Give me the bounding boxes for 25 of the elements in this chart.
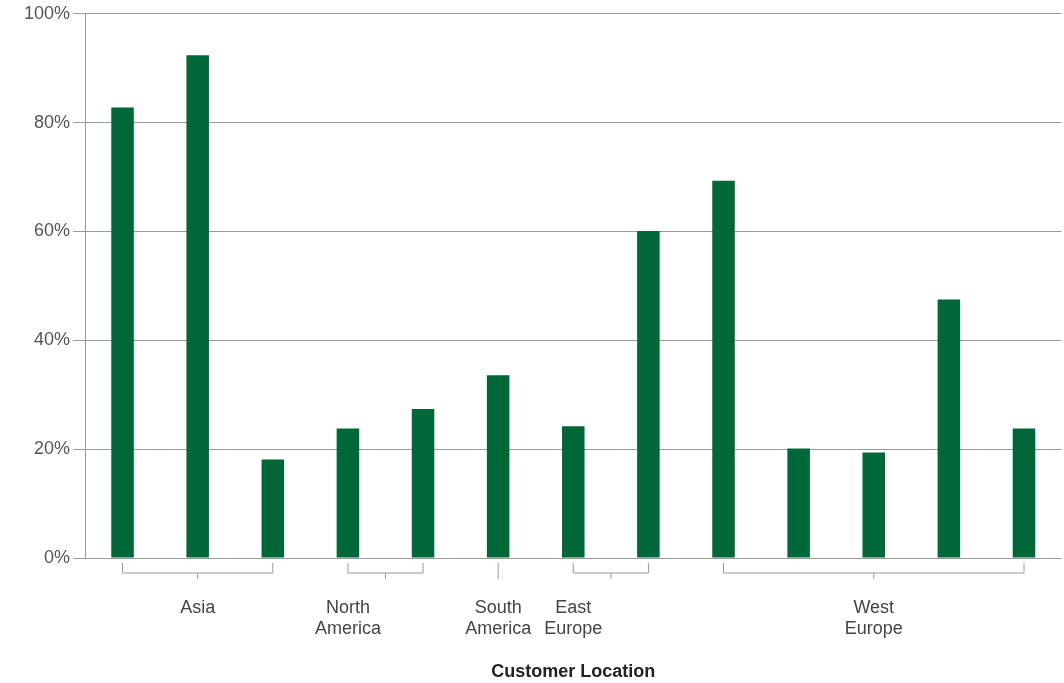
bar [862, 452, 886, 558]
y-tick-label: 100% [23, 2, 70, 23]
bar [411, 408, 435, 558]
bar [1012, 428, 1036, 558]
bar [787, 448, 810, 558]
x-tick-label: West Europe [844, 597, 903, 639]
x-tick-label: Asia [180, 597, 217, 618]
y-tick-label: 80% [33, 111, 70, 132]
x-axis-title: Customer Location [491, 661, 656, 682]
bar [562, 426, 585, 558]
bar [336, 428, 360, 558]
x-tick-label: North America [314, 597, 382, 639]
bar [186, 55, 209, 558]
x-tick-label: East Europe [544, 597, 603, 639]
bar [937, 299, 961, 558]
x-tick-label: South America [465, 597, 533, 639]
bar [111, 107, 134, 558]
y-tick-label: 0% [43, 546, 70, 567]
y-tick-label: 60% [33, 220, 70, 241]
bar [712, 180, 735, 558]
bar [637, 230, 660, 558]
y-tick-label: 40% [33, 329, 70, 350]
bar [261, 459, 285, 558]
y-tick-label: 20% [33, 438, 70, 459]
bar [486, 375, 510, 558]
